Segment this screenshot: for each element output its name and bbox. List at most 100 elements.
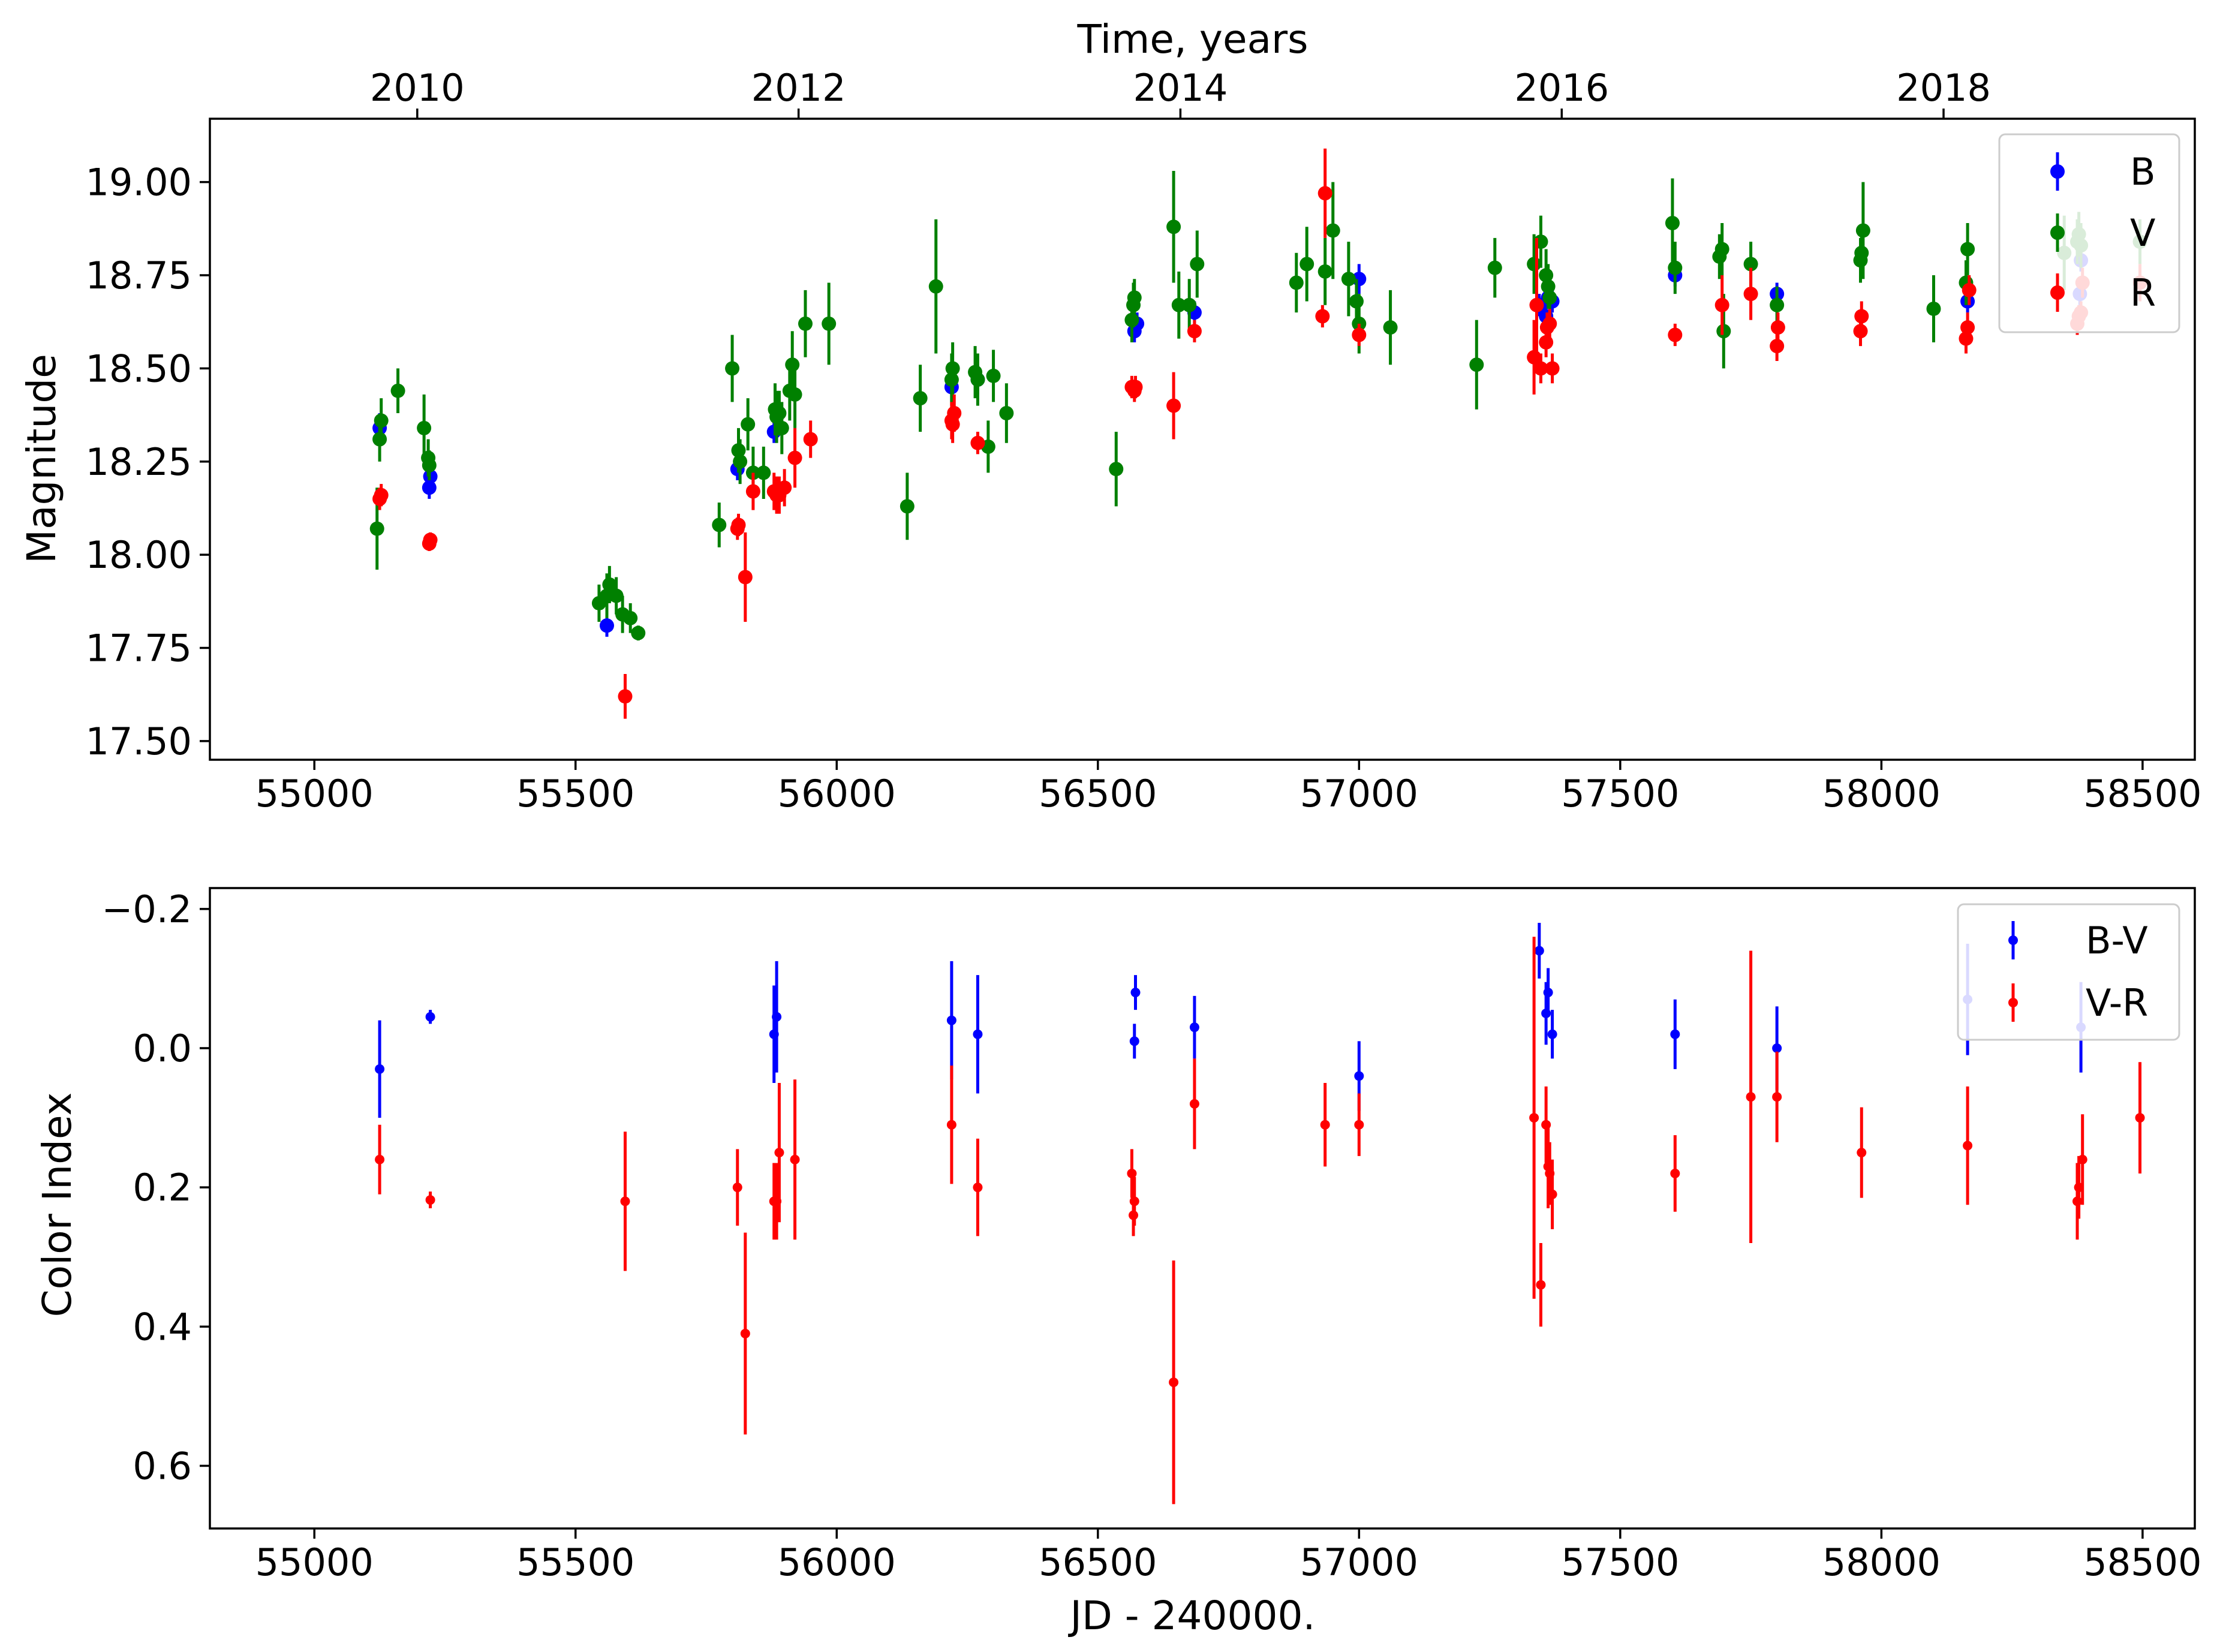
data-point-r <box>1352 327 1367 342</box>
x-tick-label: 58000 <box>1822 772 1941 816</box>
top-tick-label: 2016 <box>1514 66 1609 110</box>
y-tick-label: 17.75 <box>86 627 192 670</box>
data-point-r <box>1317 186 1332 201</box>
data-point-r <box>1187 324 1202 339</box>
data-point-r <box>618 689 633 704</box>
data-point-v-r <box>1746 1092 1756 1102</box>
data-point-v-r <box>1857 1148 1867 1158</box>
y-tick-label: 17.50 <box>86 720 192 763</box>
data-point-v <box>986 368 1001 383</box>
color-index-x-axis: 55000 55500 56000 56500 57000 57500 58000 58500 <box>255 1528 2202 1584</box>
data-point-v <box>1743 257 1758 272</box>
data-point-v <box>725 361 740 376</box>
data-point-b-v <box>1130 988 1141 998</box>
magnitude-legend: B V R <box>1998 133 2180 333</box>
data-point-v-r <box>1320 1120 1330 1130</box>
data-point-v-r <box>1354 1120 1364 1130</box>
data-point-v <box>1109 462 1124 477</box>
data-point-b-v <box>946 1015 956 1025</box>
x-tick-label: 56500 <box>1039 1540 1157 1584</box>
x-tick-label: 57500 <box>1561 1540 1679 1584</box>
data-point-v-r <box>1772 1092 1782 1102</box>
color-index-x-axis-title: JD - 240000. <box>1068 1593 1316 1639</box>
data-point-v-r <box>2072 1196 2083 1206</box>
data-point-v <box>822 316 837 331</box>
series-b <box>372 249 2089 637</box>
color-index-data <box>375 923 2145 1504</box>
data-point-b-v <box>772 1012 782 1022</box>
x-tick-label: 55500 <box>516 772 634 816</box>
series-b-v <box>375 923 2086 1118</box>
data-point-r <box>731 517 746 532</box>
x-tick-label: 57000 <box>1300 772 1418 816</box>
data-point-b-v <box>973 1029 983 1039</box>
data-point-b-v <box>375 1064 385 1074</box>
data-point-r <box>803 432 818 447</box>
legend-label-r: R <box>2130 271 2156 315</box>
data-point-r <box>738 570 753 585</box>
y-tick-label: 0.0 <box>133 1027 192 1070</box>
data-point-r <box>1128 380 1143 395</box>
x-tick-label: 56000 <box>778 772 896 816</box>
data-point-v <box>1190 257 1205 272</box>
data-point-v <box>1770 297 1785 312</box>
data-point-r <box>1668 327 1683 342</box>
data-point-v <box>1487 260 1502 275</box>
data-point-v <box>999 405 1014 420</box>
data-point-v <box>970 372 985 387</box>
data-point-v-r <box>774 1148 784 1158</box>
data-point-v <box>623 610 638 625</box>
data-point-v <box>390 383 405 398</box>
magnitude-y-axis-title: Magnitude <box>19 354 65 564</box>
data-point-r <box>1166 398 1181 413</box>
data-point-v <box>1542 290 1557 305</box>
data-point-v <box>1325 223 1340 238</box>
data-point-v <box>1171 297 1186 312</box>
data-point-v <box>1127 290 1142 305</box>
top-tick-label: 2010 <box>370 66 465 110</box>
magnitude-legend-box <box>1998 133 2180 333</box>
data-point-v <box>733 454 748 469</box>
series-r <box>372 148 2147 719</box>
x-tick-label: 56000 <box>778 1540 896 1584</box>
data-point-v-r <box>946 1120 956 1130</box>
legend-marker-r <box>2050 273 2065 312</box>
data-point-v <box>1541 279 1556 294</box>
data-point-v-r <box>425 1195 435 1205</box>
data-point-b <box>600 618 614 633</box>
data-point-v-r <box>1529 1113 1539 1123</box>
data-point-v-r <box>2135 1113 2145 1123</box>
data-point-r <box>1743 287 1758 302</box>
data-point-v-r <box>1189 1099 1199 1109</box>
data-point-v-r <box>1536 1280 1546 1290</box>
legend-label-v: V <box>2130 211 2155 255</box>
data-point-v <box>1527 257 1542 272</box>
y-tick-label: 18.75 <box>86 254 192 297</box>
x-tick-label: 56500 <box>1039 772 1157 816</box>
data-point-v-r <box>1963 1141 1973 1151</box>
data-point-v <box>1182 297 1197 312</box>
x-tick-label: 58000 <box>1822 1540 1941 1584</box>
data-point-v-r <box>732 1182 742 1193</box>
top-tick-label: 2012 <box>751 66 846 110</box>
data-point-v <box>1714 242 1729 257</box>
legend-marker-v <box>2050 213 2065 252</box>
data-point-v-r <box>1547 1189 1557 1199</box>
data-point-v <box>602 577 617 592</box>
data-point-v <box>1665 216 1680 231</box>
magnitude-plot-frame <box>209 118 2196 761</box>
data-point-b-v <box>1354 1071 1364 1081</box>
x-tick-label: 58500 <box>2083 772 2201 816</box>
data-point-v <box>374 413 389 428</box>
data-point-v <box>900 499 915 514</box>
data-point-r <box>1714 297 1729 312</box>
data-point-r <box>1770 339 1785 354</box>
legend-label-b-v: B-V <box>2086 919 2148 962</box>
data-point-v <box>1539 268 1554 283</box>
data-point-r <box>1315 309 1330 324</box>
y-tick-label: 18.00 <box>86 533 192 577</box>
data-point-r <box>1542 316 1557 331</box>
data-point-v-r <box>1127 1168 1137 1178</box>
data-point-b-v <box>1543 988 1553 998</box>
data-point-r <box>423 532 438 547</box>
